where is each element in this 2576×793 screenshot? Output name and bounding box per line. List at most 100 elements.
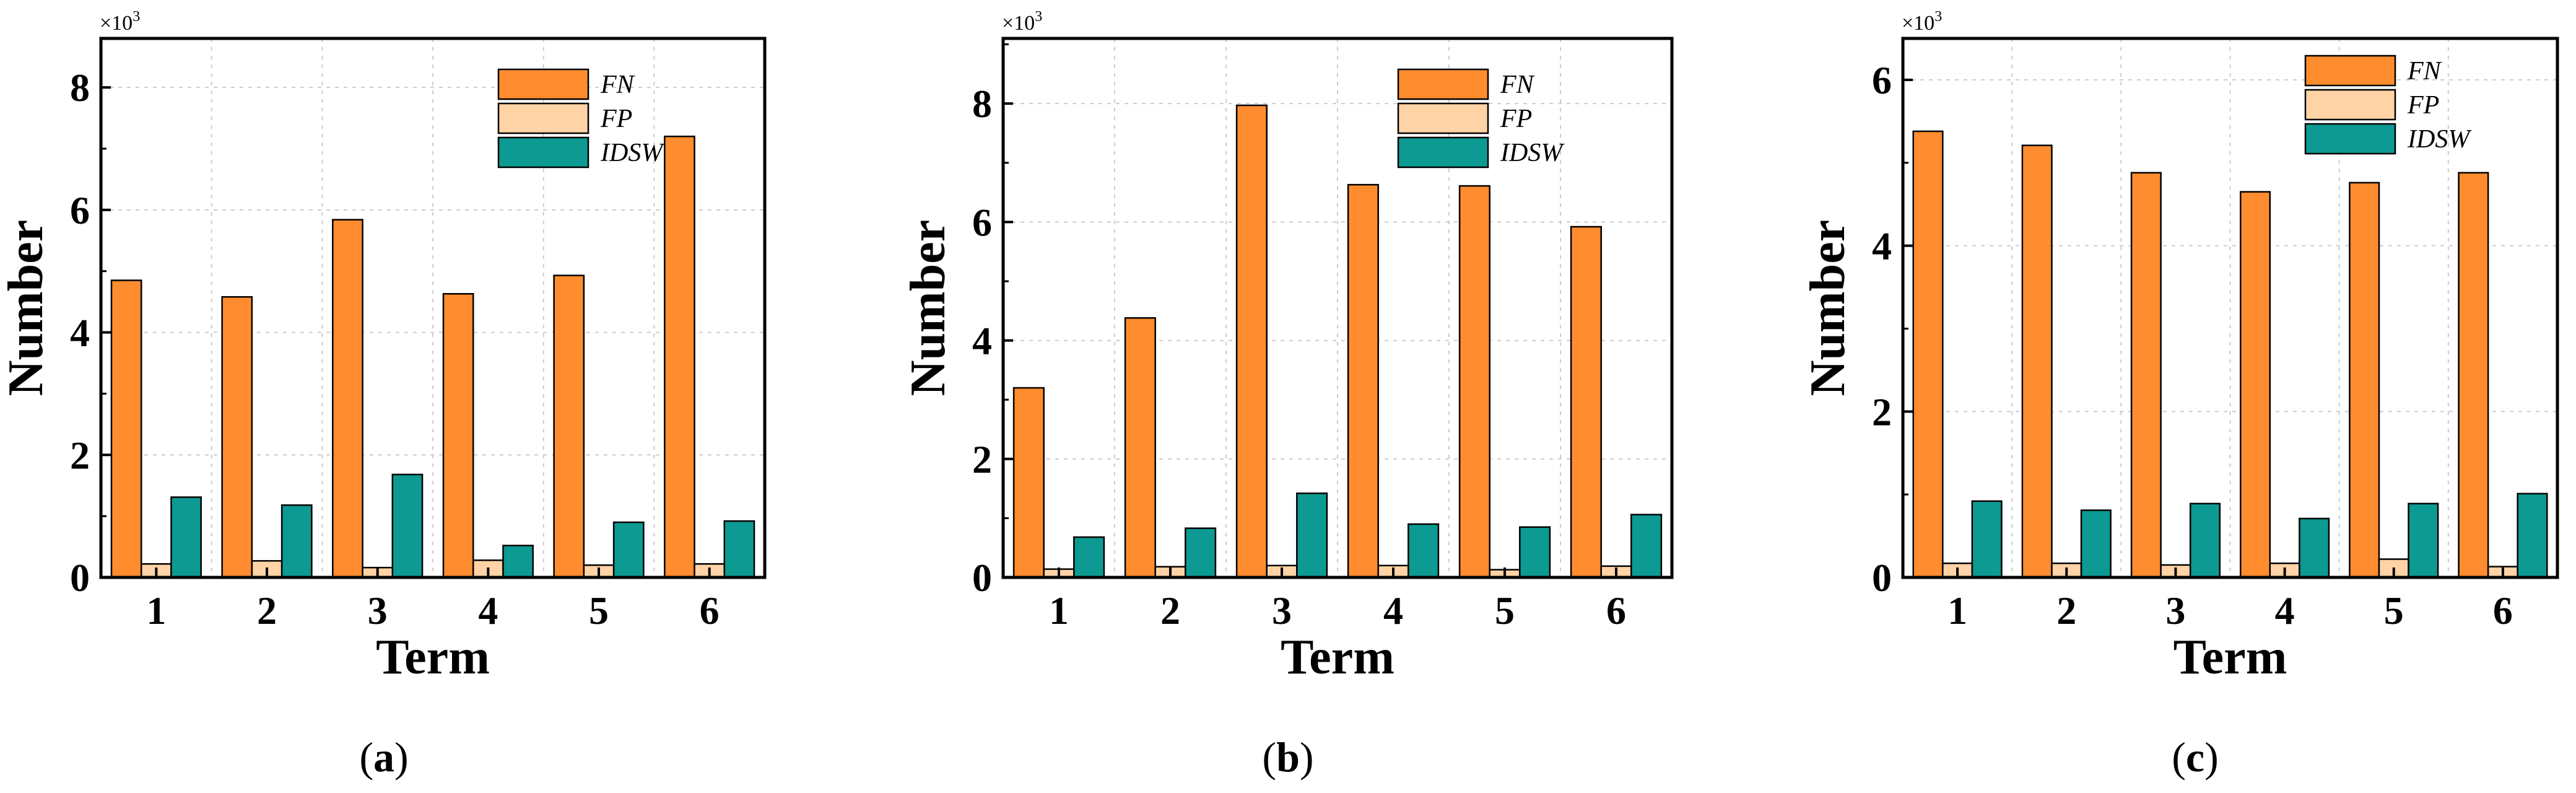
chart-panel-a: 0 2 4 6 8 1 2 3 4 5 6 ×103 Term Number FN FP IDSW (a) [0, 9, 767, 781]
y-axis-title: Number [1801, 220, 1855, 396]
x-tick-label: 1 [146, 589, 166, 633]
bar-idsw-term-6 [2517, 493, 2548, 579]
y-tick-label: 4 [1872, 224, 1892, 268]
bar-idsw-term-3 [2189, 502, 2221, 579]
y-axis-title: Number [901, 220, 955, 396]
legend-label-fp: FP [2407, 91, 2439, 120]
y-tick-label: 0 [70, 556, 90, 600]
legend-label-idsw: IDSW [600, 139, 665, 167]
x-tick-label: 2 [2056, 589, 2076, 633]
x-tick-label: 5 [1495, 589, 1515, 633]
bar-fn-term-4 [1347, 183, 1379, 579]
y-tick-label: 2 [70, 433, 90, 477]
chart-panel-b: 0 2 4 6 8 1 2 3 4 5 6 ×103 Term Number FN FP IDSW (b) [901, 9, 1674, 781]
bar-idsw-term-1 [1073, 536, 1105, 579]
x-tick-label: 6 [700, 589, 720, 633]
y-tick-label: 0 [972, 556, 992, 600]
x-axis-title: Term [376, 630, 490, 685]
legend-swatch-fn [497, 68, 590, 100]
bar-idsw-term-6 [1630, 514, 1663, 579]
legend-swatch-idsw [2304, 123, 2396, 155]
x-tick-label: 4 [1383, 589, 1403, 633]
bar-idsw-term-5 [2408, 502, 2439, 579]
bar-idsw-term-1 [1971, 500, 2003, 579]
y-tick-label: 0 [1872, 556, 1892, 600]
legend-label-fn: FN [2407, 57, 2442, 85]
x-axis-title: Term [2174, 630, 2287, 685]
bar-fn-term-2 [2021, 144, 2053, 579]
bar-idsw-term-1 [170, 496, 202, 579]
panel-caption: (b) [1262, 734, 1313, 781]
x-tick-label: 2 [257, 589, 277, 633]
y-axis-title: Number [0, 220, 53, 396]
panel-caption: (c) [2172, 734, 2219, 781]
y-tick-label: 8 [70, 66, 90, 110]
bar-idsw-term-5 [612, 521, 645, 579]
bar-fn-term-1 [1912, 130, 1944, 579]
x-tick-label: 5 [589, 589, 609, 633]
legend-label-idsw: IDSW [2407, 125, 2472, 154]
y-tick-label: 6 [1872, 58, 1892, 102]
bar-fn-term-5 [2349, 182, 2380, 579]
bar-fn-term-2 [1124, 317, 1156, 579]
y-tick-label: 2 [1872, 390, 1892, 434]
bar-fn-term-3 [2130, 172, 2162, 579]
x-axis-title: Term [1281, 630, 1395, 685]
chart-panel-c: 0 2 4 6 1 2 3 4 5 6 ×103 Term Number FN FP IDSW (c) [1801, 9, 2559, 781]
bar-fn-term-5 [1458, 185, 1490, 579]
legend-swatch-fp [1397, 102, 1489, 134]
panel-caption: (a) [359, 734, 408, 781]
bar-fn-term-5 [553, 274, 585, 579]
bar-idsw-term-5 [1519, 526, 1551, 579]
y-tick-label: 8 [972, 82, 992, 126]
bar-fn-term-1 [1012, 387, 1045, 579]
bar-fn-term-6 [1570, 226, 1602, 579]
x-tick-label: 6 [2493, 589, 2513, 633]
plot-frame [1001, 37, 1674, 579]
x-tick-label: 1 [1049, 589, 1069, 633]
x-tick-label: 4 [2275, 589, 2295, 633]
plot-frame [1901, 37, 2559, 579]
y-tick-label: 6 [972, 200, 992, 244]
bar-fn-term-3 [332, 219, 363, 579]
legend-swatch-idsw [497, 136, 590, 169]
x-tick-label: 3 [368, 589, 388, 633]
bar-fn-term-6 [664, 135, 695, 579]
legend-label-fp: FP [600, 105, 632, 133]
x-tick-label: 6 [1606, 589, 1626, 633]
legend-swatch-fp [2304, 89, 2396, 121]
y-tick-label: 2 [972, 437, 992, 481]
legend-swatch-fp [497, 102, 590, 134]
y-multiplier-label: ×103 [100, 9, 140, 35]
bar-idsw-term-3 [391, 473, 424, 579]
legend-label-idsw: IDSW [1500, 139, 1565, 167]
legend-label-fp: FP [1500, 105, 1532, 133]
legend-label-fn: FN [600, 71, 635, 99]
x-tick-label: 2 [1160, 589, 1180, 633]
bar-idsw-term-4 [1408, 523, 1440, 579]
x-tick-label: 5 [2384, 589, 2404, 633]
y-multiplier-label: ×103 [1002, 9, 1042, 35]
y-multiplier-label: ×103 [1902, 9, 1942, 35]
bar-idsw-term-2 [2080, 509, 2112, 579]
bar-fn-term-3 [1235, 104, 1268, 579]
bar-idsw-term-2 [281, 504, 313, 579]
y-tick-label: 4 [972, 319, 992, 363]
bar-fn-term-4 [2239, 191, 2271, 579]
bar-idsw-term-2 [1185, 527, 1217, 579]
x-tick-label: 3 [2165, 589, 2185, 633]
x-tick-label: 1 [1947, 589, 1967, 633]
legend: FN FP IDSW [2304, 55, 2472, 155]
y-tick-label: 6 [70, 188, 90, 232]
bar-fn-term-1 [110, 279, 142, 579]
x-tick-label: 3 [1272, 589, 1292, 633]
legend: FN FP IDSW [497, 68, 665, 169]
bar-idsw-term-4 [2299, 517, 2330, 579]
legend-label-fn: FN [1500, 71, 1535, 99]
y-tick-label: 4 [70, 311, 90, 355]
legend-swatch-fn [1397, 68, 1489, 100]
bar-fn-term-6 [2458, 172, 2489, 579]
bar-fn-term-4 [442, 293, 474, 579]
legend-swatch-fn [2304, 55, 2396, 87]
